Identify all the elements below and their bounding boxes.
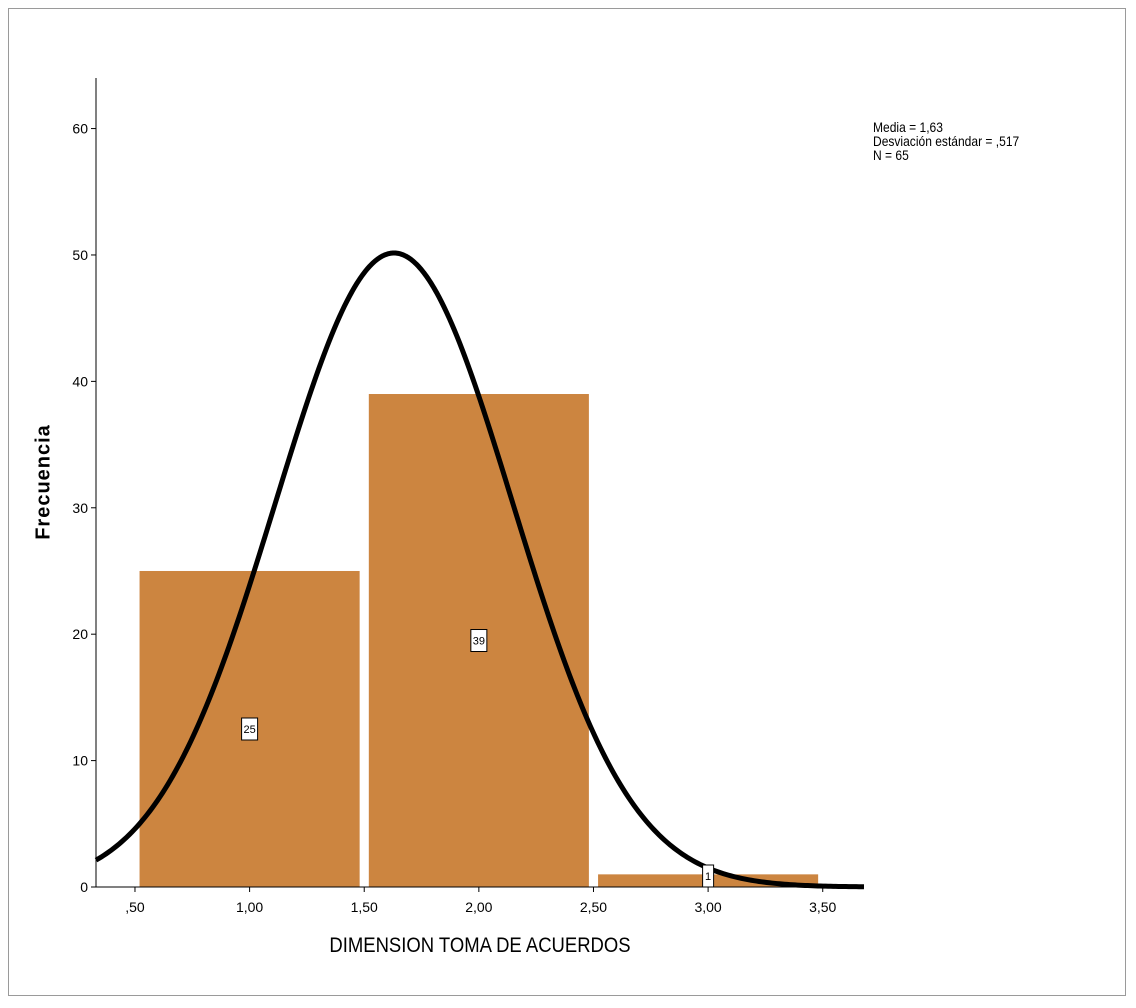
stats-box: Media = 1,63 Desviación estándar = ,517 … — [873, 120, 1019, 162]
stats-mean: Media = 1,63 — [873, 119, 943, 135]
bar-value-box — [241, 717, 259, 741]
x-axis-label: DIMENSION TOMA DE ACUERDOS — [329, 934, 631, 957]
x-tick-label: 3,00 — [694, 899, 721, 915]
y-tick-label: 0 — [80, 879, 88, 895]
y-tick-label: 60 — [72, 121, 88, 137]
y-tick-label: 50 — [72, 247, 88, 263]
y-tick-label: 30 — [72, 500, 88, 516]
bar-value-label: 39 — [473, 636, 485, 648]
x-tick-label: 3,50 — [809, 899, 836, 915]
stats-n: N = 65 — [873, 147, 909, 163]
normal-curve — [94, 250, 865, 890]
x-tick-label: 1,00 — [236, 899, 263, 915]
x-tick-label: 1,50 — [351, 899, 378, 915]
x-tick-label: 2,50 — [580, 899, 607, 915]
y-tick-label: 40 — [72, 373, 88, 389]
bar-value-box — [470, 629, 488, 653]
y-tick-label: 10 — [72, 753, 88, 769]
x-tick-label: 2,00 — [465, 899, 492, 915]
y-axis-label: Frecuencia — [32, 424, 55, 540]
bar-value-label: 25 — [243, 724, 255, 736]
y-tick-label: 20 — [72, 626, 88, 642]
bar-value-label: 1 — [705, 871, 711, 883]
stats-sd: Desviación estándar = ,517 — [873, 133, 1020, 149]
x-tick-label: ,50 — [125, 899, 145, 915]
